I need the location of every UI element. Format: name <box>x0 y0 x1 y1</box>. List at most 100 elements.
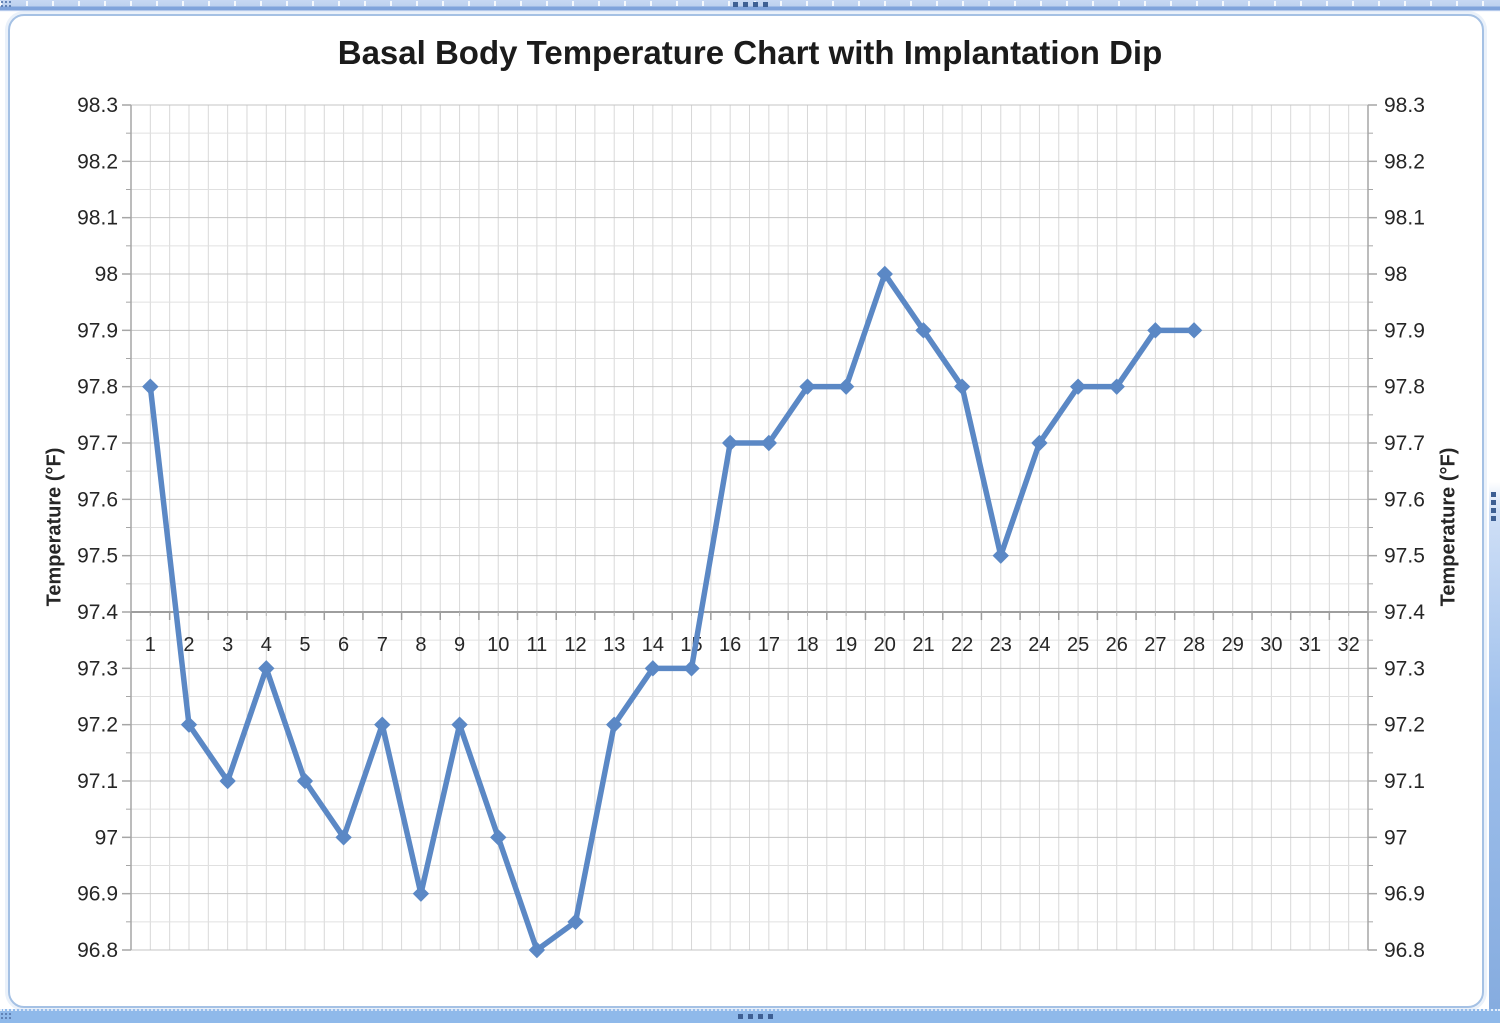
selection-corner-bottom-left-icon <box>0 1012 13 1021</box>
data-point-marker <box>1031 434 1048 452</box>
x-tick-label: 3 <box>222 634 233 656</box>
data-point-marker <box>992 547 1009 564</box>
y-tick-label-right: 96.9 <box>1384 883 1425 906</box>
selection-border-top <box>0 0 1500 12</box>
y-tick-label-right: 98.2 <box>1384 150 1425 173</box>
handle-dot <box>758 1014 763 1019</box>
x-tick-label: 2 <box>183 634 194 656</box>
y-tick-label-right: 97.5 <box>1384 545 1425 568</box>
y-tick-label-left: 97.7 <box>77 432 118 455</box>
data-point-marker <box>335 829 352 846</box>
data-point-marker <box>876 265 894 283</box>
data-point-marker <box>180 716 198 733</box>
x-tick-label: 24 <box>1028 634 1050 656</box>
x-tick-label: 21 <box>912 634 934 656</box>
x-tick-label: 8 <box>415 634 426 656</box>
handle-dot <box>738 1014 743 1019</box>
x-tick-label: 20 <box>874 634 896 656</box>
x-tick-label: 32 <box>1338 634 1360 656</box>
handle-dot <box>743 2 748 7</box>
data-point-marker <box>528 941 546 959</box>
data-point-marker <box>721 434 739 452</box>
selection-corner-top-left-icon <box>0 0 13 9</box>
x-tick-label: 29 <box>1222 634 1244 656</box>
x-tick-label: 28 <box>1183 634 1205 656</box>
temperature-series-line <box>147 271 1197 953</box>
resize-handle-bottom[interactable] <box>738 1014 773 1019</box>
y-tick-label-right: 96.8 <box>1384 939 1425 962</box>
data-point-marker <box>837 378 855 395</box>
data-point-marker <box>451 716 468 733</box>
handle-dot <box>763 2 768 7</box>
x-tick-label: 27 <box>1144 634 1166 656</box>
data-point-marker <box>760 434 778 452</box>
y-tick-label-right: 97.3 <box>1384 657 1425 680</box>
y-tick-label-right: 98.1 <box>1384 207 1425 230</box>
data-point-marker <box>644 660 662 677</box>
x-tick-label: 9 <box>454 634 465 656</box>
data-point-marker <box>296 772 314 790</box>
y-tick-label-right: 97.1 <box>1384 770 1425 793</box>
y-tick-label-right: 97 <box>1384 826 1407 849</box>
handle-dot <box>748 1014 753 1019</box>
resize-handle-top[interactable] <box>733 2 768 7</box>
y-tick-label-right: 97.8 <box>1384 376 1425 399</box>
chart-title: Basal Body Temperature Chart with Implan… <box>337 34 1163 71</box>
data-point-marker <box>374 716 391 733</box>
data-point-marker <box>1108 378 1125 395</box>
data-point-marker <box>799 378 816 395</box>
y-tick-label-left: 98 <box>95 263 118 286</box>
data-point-marker <box>1185 322 1203 339</box>
x-tick-label: 14 <box>642 634 664 656</box>
y-tick-label-right: 97.9 <box>1384 319 1425 342</box>
data-point-marker <box>953 378 971 395</box>
x-tick-label: 12 <box>564 634 586 656</box>
handle-dot <box>753 2 758 7</box>
y-tick-label-left: 97.1 <box>77 770 118 793</box>
data-point-marker <box>412 885 430 902</box>
handle-dot <box>1491 500 1496 505</box>
x-tick-label: 26 <box>1106 634 1128 656</box>
x-tick-label: 31 <box>1299 634 1321 656</box>
y-tick-label-left: 97.3 <box>77 657 118 680</box>
x-tick-label: 23 <box>990 634 1012 656</box>
data-point-marker <box>915 322 932 339</box>
x-tick-label: 30 <box>1260 634 1282 656</box>
y-tick-label-right: 97.7 <box>1384 432 1425 455</box>
handle-dot <box>1491 516 1496 521</box>
x-tick-label: 18 <box>796 634 818 656</box>
x-tick-label: 11 <box>527 634 548 656</box>
y-tick-label-left: 98.1 <box>77 207 118 230</box>
data-point-marker <box>1069 378 1087 395</box>
y-tick-label-left: 97.9 <box>77 319 118 342</box>
y-tick-label-left: 97.2 <box>77 714 118 737</box>
x-tick-label: 13 <box>603 634 625 656</box>
y-tick-label-left: 98.2 <box>77 150 118 173</box>
handle-dot <box>733 2 738 7</box>
y-tick-label-right: 98 <box>1384 263 1407 286</box>
data-point-marker <box>1147 322 1164 339</box>
y-tick-label-left: 97.6 <box>77 488 118 511</box>
x-tick-label: 4 <box>261 634 272 656</box>
x-tick-label: 1 <box>145 634 156 656</box>
data-point-marker <box>567 913 584 931</box>
x-tick-label: 5 <box>299 634 310 656</box>
x-tick-label: 16 <box>719 634 741 656</box>
data-point-marker <box>142 378 159 395</box>
x-tick-label: 7 <box>377 634 388 656</box>
y-tick-label-right: 97.6 <box>1384 488 1425 511</box>
x-tick-label: 19 <box>835 634 857 656</box>
y-tick-label-right: 97.2 <box>1384 714 1425 737</box>
handle-dot <box>1491 508 1496 513</box>
x-tick-label: 10 <box>487 634 509 656</box>
y-tick-label-right: 97.4 <box>1384 601 1425 624</box>
handle-dot <box>768 1014 773 1019</box>
y-tick-label-left: 98.3 <box>77 94 118 117</box>
resize-handle-right[interactable] <box>1491 492 1496 521</box>
chart-frame[interactable] <box>8 14 1484 1008</box>
y-tick-label-right: 98.3 <box>1384 94 1425 117</box>
handle-dot <box>1491 492 1496 497</box>
x-tick-label: 25 <box>1067 634 1089 656</box>
y-tick-label-left: 97.5 <box>77 545 118 568</box>
data-point-marker <box>605 716 623 733</box>
